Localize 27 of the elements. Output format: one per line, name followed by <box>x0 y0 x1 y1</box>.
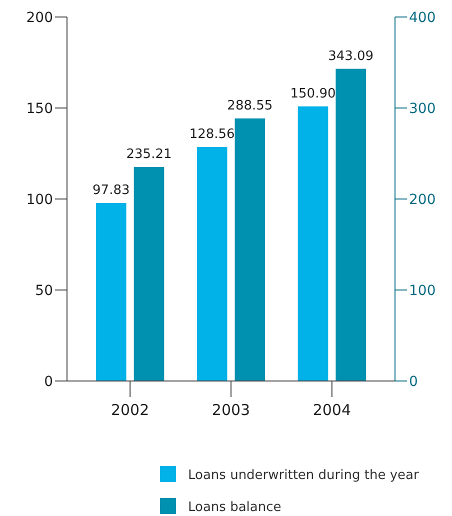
y2-tick-label: 100 <box>409 283 436 299</box>
data-label: 235.21 <box>126 146 172 162</box>
y-tick-label: 150 <box>26 101 53 117</box>
data-label: 97.83 <box>92 182 130 198</box>
x-tick-label: 2003 <box>212 401 250 419</box>
data-label: 288.55 <box>227 98 273 114</box>
y-tick-label: 200 <box>26 10 53 26</box>
y2-tick-label: 300 <box>409 101 436 117</box>
bar <box>96 202 126 381</box>
y-tick-label: 50 <box>35 283 53 299</box>
data-label: 343.09 <box>328 48 374 64</box>
data-label: 150.90 <box>290 86 336 102</box>
y-tick-label: 100 <box>26 192 53 208</box>
legend-label: Loans balance <box>188 500 282 515</box>
bar <box>298 106 328 381</box>
x-tick-label: 2002 <box>110 401 150 419</box>
y-tick-label: 0 <box>44 374 53 390</box>
y2-tick-label: 200 <box>409 192 436 208</box>
x-tick-label: 2004 <box>312 401 352 419</box>
bar <box>234 118 266 381</box>
bar <box>336 68 366 381</box>
y2-tick-label: 0 <box>409 374 418 390</box>
bar <box>134 166 164 381</box>
legend-label: Loans underwritten during the year <box>188 468 420 483</box>
data-label: 128.56 <box>189 127 235 142</box>
y2-tick-label: 400 <box>409 10 436 26</box>
bar <box>196 147 228 381</box>
